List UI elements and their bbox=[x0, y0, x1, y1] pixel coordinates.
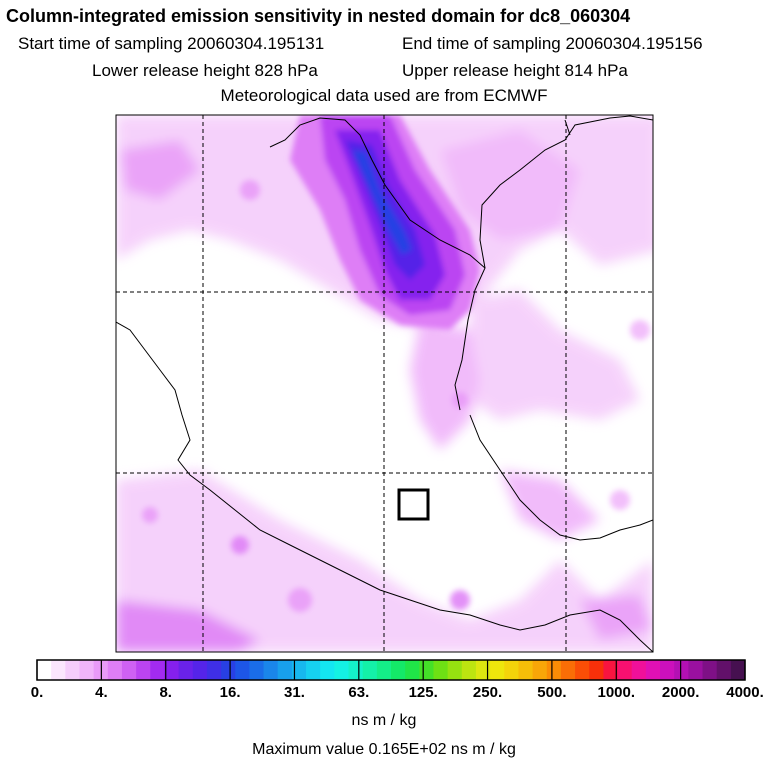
colorbar-swatch bbox=[37, 660, 52, 680]
colorbar-tick-label: 4000. bbox=[726, 684, 764, 701]
colorbar-tick-label: 16. bbox=[219, 684, 241, 701]
colorbar-swatch bbox=[391, 660, 406, 680]
colorbar-swatch bbox=[702, 660, 718, 680]
colorbar-swatch bbox=[461, 660, 477, 680]
colorbar-swatch bbox=[206, 660, 222, 680]
colorbar-swatch bbox=[291, 660, 307, 680]
colorbar-swatch bbox=[306, 660, 321, 680]
colorbar-tick-label: 63. bbox=[348, 684, 370, 701]
colorbar-swatch bbox=[575, 660, 590, 680]
maximum-value-label: Maximum value 0.165E+02 ns m / kg bbox=[252, 741, 516, 758]
colorbar-swatch bbox=[320, 660, 335, 680]
colorbar-swatch bbox=[362, 660, 378, 680]
colorbar-tick-label: 1000. bbox=[597, 684, 636, 701]
coastline bbox=[116, 115, 653, 652]
colorbar-swatch bbox=[65, 660, 80, 680]
upper-release-label: Upper release height 814 hPa bbox=[402, 61, 628, 80]
colorbar-swatch bbox=[645, 660, 661, 680]
colorbar-units: ns m / kg bbox=[351, 712, 417, 729]
colorbar-tick-label: 31. bbox=[284, 684, 305, 701]
colorbar-swatch bbox=[235, 660, 250, 680]
colorbar-swatch bbox=[249, 660, 265, 680]
colorbar-swatch bbox=[660, 660, 675, 680]
colorbar-swatch bbox=[121, 660, 137, 680]
colorbar-swatch bbox=[348, 660, 364, 680]
colorbar-swatch bbox=[433, 660, 449, 680]
colorbar-swatch bbox=[178, 660, 194, 680]
colorbar-swatch bbox=[730, 660, 746, 680]
colorbar-swatch bbox=[419, 660, 434, 680]
colorbar-tick-label: 250. bbox=[472, 684, 503, 701]
colorbar-swatch bbox=[532, 660, 548, 680]
end-time-label: End time of sampling 20060304.195156 bbox=[402, 34, 703, 53]
colorbar-tick-label: 8. bbox=[159, 684, 172, 701]
colorbar-tick-label: 4. bbox=[95, 684, 108, 701]
colorbar-swatch bbox=[107, 660, 123, 680]
start-time-label: Start time of sampling 20060304.195131 bbox=[18, 34, 325, 53]
colorbar-swatch bbox=[674, 660, 689, 680]
colorbar-swatch bbox=[688, 660, 704, 680]
colorbar-swatch bbox=[376, 660, 392, 680]
colorbar-swatch bbox=[405, 660, 420, 680]
colorbar-swatch bbox=[221, 660, 236, 680]
colorbar-swatch bbox=[150, 660, 165, 680]
colorbar-border bbox=[36, 659, 746, 681]
colorbar-swatch bbox=[631, 660, 647, 680]
colorbar-swatch bbox=[589, 660, 604, 680]
colorbar-swatch bbox=[560, 660, 576, 680]
colorbar-tick-label: 2000. bbox=[661, 684, 700, 701]
colorbar-tick-label: 125. bbox=[408, 684, 438, 701]
colorbar-swatch bbox=[546, 660, 562, 680]
colorbar-swatch bbox=[79, 660, 95, 680]
lower-release-label: Lower release height 828 hPa bbox=[92, 61, 318, 80]
map-frame bbox=[115, 114, 654, 653]
colorbar-swatch bbox=[334, 660, 350, 680]
colorbar-tick-label: 500. bbox=[537, 684, 567, 701]
colorbar-swatch bbox=[277, 660, 293, 680]
colorbar-swatch bbox=[716, 660, 732, 680]
map-title: Column-integrated emission sensitivity i… bbox=[6, 6, 631, 26]
colorbar-swatch bbox=[263, 660, 279, 680]
colorbar-swatch bbox=[447, 660, 463, 680]
colorbar-swatch bbox=[192, 660, 208, 680]
met-data-label: Meteorological data used are from ECMWF bbox=[220, 86, 548, 105]
colorbar-swatch bbox=[490, 660, 505, 680]
colorbar-swatch bbox=[518, 660, 534, 680]
colorbar-tick-label: 0. bbox=[30, 684, 44, 701]
colorbar-swatch bbox=[136, 660, 151, 680]
colorbar-swatch bbox=[475, 660, 491, 680]
colorbar-swatch bbox=[164, 660, 180, 680]
graticule bbox=[116, 115, 653, 652]
release-location-box bbox=[397, 488, 430, 521]
colorbar-swatch bbox=[504, 660, 519, 680]
colorbar-swatch bbox=[603, 660, 619, 680]
colorbar-swatch bbox=[617, 660, 633, 680]
colorbar-swatch bbox=[51, 660, 66, 680]
colorbar bbox=[36, 659, 746, 681]
